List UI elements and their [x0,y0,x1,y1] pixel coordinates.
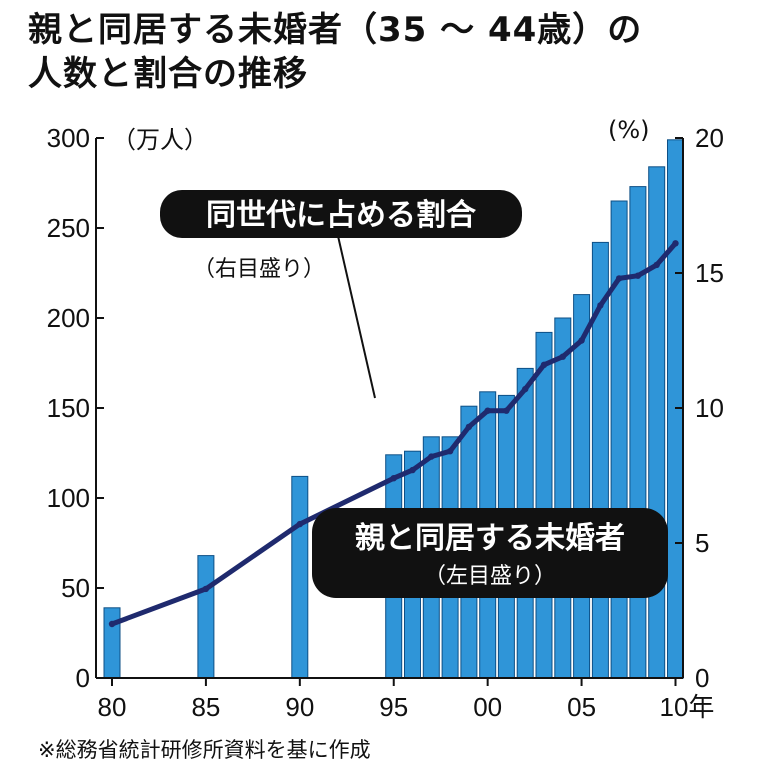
x-tick-label-1985: 85 [191,692,220,722]
bar-2003 [535,331,553,679]
bar-series-axis-note: （左目盛り） [424,564,556,589]
bar-1985 [197,555,215,679]
right-tick-label-15: 15 [695,258,724,288]
line-callout-box [160,190,522,238]
left-tick-label-50: 50 [61,573,90,603]
line-series-axis-note: （右目盛り） [193,257,325,282]
x-tick-label-1990: 90 [285,692,314,722]
left-tick-label-150: 150 [47,393,90,423]
bar-callout-box [312,508,668,598]
percent-point-1996 [409,466,416,474]
right-axis-unit: (%) [608,116,650,144]
chart-title-line2: 人数と割合の推移 [28,54,308,94]
bar-series-label: 親と同居する未婚者 [355,521,625,556]
x-tick-label-1995: 95 [379,692,408,722]
x-tick-label-2000: 00 [473,692,502,722]
percent-point-2001 [503,407,510,414]
source-note: ※総務省統計研修所資料を基に作成 [38,738,371,762]
percent-point-1997 [428,453,435,460]
percent-point-2009 [653,261,660,269]
percent-point-1990 [296,520,303,528]
chart-title-line1: 親と同居する未婚者（35 ～ 44歳）の [28,10,643,50]
percent-point-2007 [615,275,623,282]
line-series [108,240,679,628]
bar-2008 [629,186,647,679]
percent-point-2000 [484,407,491,414]
line-series-label: 同世代に占める割合 [206,198,476,233]
line-callout-leader [337,235,376,399]
percent-point-2003 [540,361,548,368]
right-tick-label-0: 0 [695,663,709,693]
percent-point-1995 [390,475,397,482]
percent-point-2010 [672,240,679,247]
right-tick-label-20: 20 [695,123,724,153]
percent-point-2008 [634,272,642,279]
right-tick-label-5: 5 [695,528,709,558]
percent-point-1980 [108,620,116,628]
bar-2004 [554,317,572,679]
percent-point-2005 [578,337,585,344]
percent-point-1998 [446,448,454,455]
percent-point-1999 [465,423,473,431]
right-tick-label-10: 10 [695,393,724,423]
x-tick-label-1980: 80 [98,692,127,722]
bar-1990 [291,475,309,679]
bar-1980 [103,607,121,679]
percent-point-1985 [202,585,210,593]
chart-title: 親と同居する未婚者（35 ～ 44歳）の 人数と割合の推移 [28,8,642,96]
left-tick-label-200: 200 [47,303,90,333]
left-tick-label-300: 300 [47,123,90,153]
percent-point-2002 [522,385,529,393]
bar-2005 [573,294,591,679]
left-tick-label-250: 250 [47,213,90,243]
left-tick-label-0: 0 [76,663,90,693]
x-tick-label-2005: 05 [567,692,596,722]
bar-2009 [648,166,666,679]
bar-2007 [610,200,628,679]
left-tick-label-100: 100 [47,483,90,513]
axes [95,137,684,686]
left-axis-unit: （万人） [112,126,208,154]
percent-point-2004 [559,353,566,360]
percent-point-2006 [597,302,604,309]
x-tick-label-2010: 10年 [659,692,714,722]
